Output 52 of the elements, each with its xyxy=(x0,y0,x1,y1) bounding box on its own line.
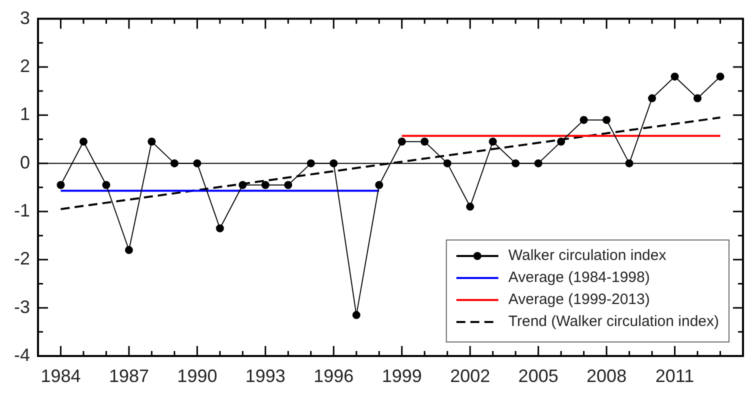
point xyxy=(648,94,656,102)
point xyxy=(557,138,566,146)
legend-label: Trend (Walker circulation index) xyxy=(508,313,720,330)
point xyxy=(716,72,724,81)
point xyxy=(56,180,65,189)
point xyxy=(79,138,88,146)
y-tick-label: 2 xyxy=(20,56,30,76)
y-tick-label: -4 xyxy=(14,344,30,365)
point xyxy=(261,180,270,189)
y-tick-label: -3 xyxy=(14,296,30,317)
point xyxy=(488,138,497,146)
x-tick-label: 2005 xyxy=(518,366,558,386)
legend-label: Average (1999-2013) xyxy=(508,291,650,308)
x-tick-label: 1993 xyxy=(245,366,286,386)
point xyxy=(420,138,429,146)
legend-label: Average (1984-1998) xyxy=(508,269,650,286)
point xyxy=(443,159,452,168)
point xyxy=(534,159,542,168)
y-tick-label: -1 xyxy=(14,200,30,220)
point xyxy=(124,246,133,254)
x-tick-label: 1996 xyxy=(314,366,354,386)
point xyxy=(170,159,178,168)
x-tick-label: 1984 xyxy=(40,366,81,386)
point xyxy=(580,116,588,124)
point xyxy=(398,138,406,146)
point xyxy=(330,159,338,168)
point xyxy=(375,180,384,189)
x-tick-label: 1987 xyxy=(108,366,149,386)
x-tick-label: 2008 xyxy=(586,366,627,386)
point xyxy=(284,180,292,189)
point xyxy=(306,159,315,168)
legend-label: Walker circulation index xyxy=(508,247,667,264)
point xyxy=(238,180,247,189)
point xyxy=(216,224,224,232)
x-tick-label: 2011 xyxy=(655,366,694,386)
point xyxy=(102,180,110,189)
x-tick-label: 1999 xyxy=(382,366,422,386)
point xyxy=(625,159,634,168)
y-tick-label: 1 xyxy=(20,104,30,124)
point xyxy=(694,94,702,102)
point xyxy=(670,72,679,81)
y-tick-label: 0 xyxy=(20,152,30,172)
point xyxy=(352,311,360,320)
point xyxy=(148,138,156,146)
x-tick-label: 1990 xyxy=(177,366,218,386)
point xyxy=(193,159,202,168)
y-tick-label: -2 xyxy=(14,248,30,269)
point xyxy=(466,202,474,211)
point xyxy=(602,116,611,124)
y-tick-label: 3 xyxy=(20,8,30,28)
x-tick-label: 2002 xyxy=(450,366,490,386)
point xyxy=(512,159,520,168)
